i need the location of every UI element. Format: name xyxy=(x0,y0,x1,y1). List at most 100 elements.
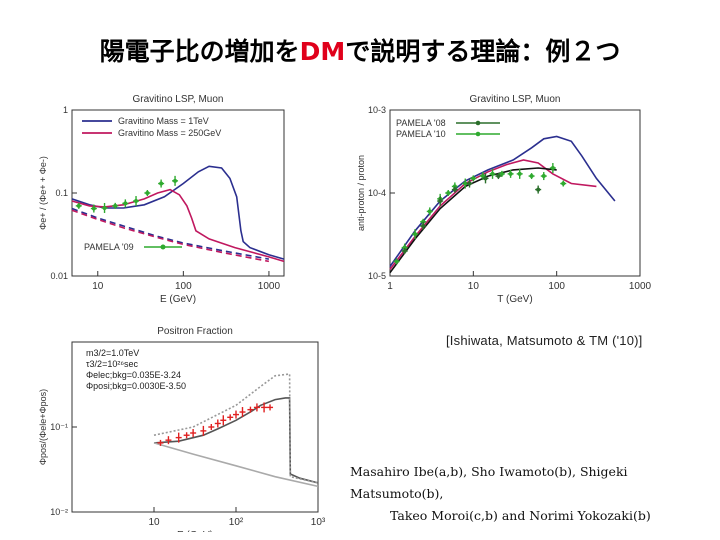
y-tick-label: 10⁻¹ xyxy=(50,422,68,432)
data-point-marker xyxy=(517,171,522,176)
chart-positron-fraction-bottom: Positron Fraction 10 10² 10³ 10⁻² 10⁻¹ E (GeV)… xyxy=(32,320,332,532)
data-point-marker xyxy=(421,219,426,224)
data-point xyxy=(261,402,268,413)
data-point xyxy=(401,248,408,255)
data-point-marker xyxy=(529,174,534,179)
data-point-marker xyxy=(159,181,164,186)
data-point xyxy=(420,218,427,225)
data-point-marker xyxy=(91,206,96,211)
legend-marker xyxy=(475,120,481,126)
data-point-marker xyxy=(421,224,426,229)
chart-title: Gravitino LSP, Muon xyxy=(470,94,561,105)
parameter-label: τ3/2=10²⁶sec xyxy=(86,359,139,369)
data-point-marker xyxy=(541,174,546,179)
y-tick-label: 1 xyxy=(63,105,68,115)
plot-frame xyxy=(71,341,319,513)
data-point-marker xyxy=(452,184,457,189)
data-point-marker xyxy=(438,199,443,204)
data-point-marker xyxy=(467,181,472,186)
x-tick-label: 1000 xyxy=(258,281,281,292)
data-point-marker xyxy=(123,201,128,206)
y-tick-label: 0.1 xyxy=(55,188,68,198)
data-point-marker xyxy=(463,181,468,186)
data-point xyxy=(133,196,140,207)
chart-antiproton-ratio: Gravitino LSP, Muon 1 10 100 1000 10-5 10-4 10-… xyxy=(344,88,660,320)
author-list: Masahiro Ibe(a,b), Sho Iwamoto(b), Shige… xyxy=(350,461,720,527)
data-point xyxy=(247,406,254,413)
legend-label: PAMELA '10 xyxy=(396,129,446,139)
data-point-marker xyxy=(145,191,150,195)
data-point xyxy=(175,432,182,443)
data-point xyxy=(158,179,165,188)
author-line-1: Masahiro Ibe(a,b), Sho Iwamoto(b), Shige… xyxy=(350,464,628,501)
data-point xyxy=(549,163,556,174)
x-tick-label: 1000 xyxy=(629,281,652,292)
data-point-marker xyxy=(413,232,418,237)
slide-title-pre: 陽電子比の増加を xyxy=(99,37,300,66)
data-point-marker xyxy=(402,249,407,254)
data-point-marker xyxy=(499,171,504,176)
y-tick-label: 10-3 xyxy=(368,105,386,115)
x-axis-label: T (GeV) xyxy=(497,294,532,305)
data-point-marker xyxy=(550,166,555,171)
series-line xyxy=(389,167,557,274)
data-point xyxy=(535,185,542,194)
data-point-marker xyxy=(113,203,118,208)
y-axis-label: anti-proton / proton xyxy=(356,155,366,231)
x-axis-label: E (GeV) xyxy=(160,294,196,305)
data-point-marker xyxy=(76,203,81,208)
data-point xyxy=(516,168,523,179)
plot-frame xyxy=(389,109,641,277)
chart-positron-fraction-gravitino: Gravitino LSP, Muon 10 100 1000 0.01 0.1 1 E (G… xyxy=(32,88,332,320)
data-point xyxy=(445,190,452,196)
x-tick-label: 10³ xyxy=(311,517,326,528)
data-point xyxy=(495,173,502,180)
data-point-marker xyxy=(394,259,399,264)
data-point xyxy=(507,169,514,178)
legend-marker xyxy=(475,131,481,137)
slide-title: 陽電子比の増加をDMで説明する理論：例２つ xyxy=(0,32,720,68)
legend-label: PAMELA '08 xyxy=(396,118,446,128)
series-line xyxy=(71,165,285,260)
data-point-marker xyxy=(402,245,407,250)
data-point xyxy=(420,222,427,231)
data-point xyxy=(227,414,234,421)
x-axis-label: E (GeV) xyxy=(177,530,213,532)
parameter-label: Φposi;bkg=0.0030E-3.50 xyxy=(86,381,186,391)
data-point xyxy=(489,168,496,179)
data-point-marker xyxy=(102,205,107,210)
data-point-marker xyxy=(134,199,139,204)
series-line xyxy=(71,207,270,260)
data-point xyxy=(451,186,458,193)
citation: [Ishiwata, Matsumoto & TM ('10)] xyxy=(446,333,643,348)
data-point xyxy=(122,199,129,208)
chart-title: Gravitino LSP, Muon xyxy=(133,94,224,105)
parameter-label: Φelec;bkg=0.035E-3.24 xyxy=(86,370,181,380)
chart-2-svg: Positron Fraction 10 10² 10³ 10⁻² 10⁻¹ E (GeV)… xyxy=(38,326,326,532)
data-point xyxy=(90,204,97,213)
x-tick-label: 100 xyxy=(175,281,192,292)
series-line xyxy=(389,159,597,270)
author-line-2: Takeo Moroi(c,b) and Norimi Yokozaki(b) xyxy=(390,508,651,523)
data-point xyxy=(253,403,260,412)
data-point-marker xyxy=(508,171,513,176)
data-point-marker xyxy=(483,176,488,181)
chart-0-svg: Gravitino LSP, Muon 10 100 1000 0.01 0.1 1 E (G… xyxy=(38,94,285,305)
y-tick-label: 10-4 xyxy=(368,188,386,198)
x-tick-label: 10 xyxy=(92,281,104,292)
x-tick-label: 10² xyxy=(229,517,244,528)
data-point xyxy=(466,179,473,188)
x-tick-label: 10 xyxy=(148,517,160,528)
data-point xyxy=(482,173,489,184)
data-point-marker xyxy=(536,187,541,192)
x-tick-label: 10 xyxy=(468,281,480,292)
legend-label-pamela: PAMELA '09 xyxy=(84,242,134,252)
data-point-marker xyxy=(480,174,485,179)
legend-marker xyxy=(160,244,166,250)
data-point xyxy=(393,258,400,265)
y-axis-label: Φe+ / (Φe+ + Φe-) xyxy=(38,156,48,230)
data-point-marker xyxy=(452,187,457,192)
slide-title-post: で説明する理論：例２つ xyxy=(345,37,621,66)
data-point-marker xyxy=(427,209,432,214)
data-point xyxy=(214,419,221,428)
